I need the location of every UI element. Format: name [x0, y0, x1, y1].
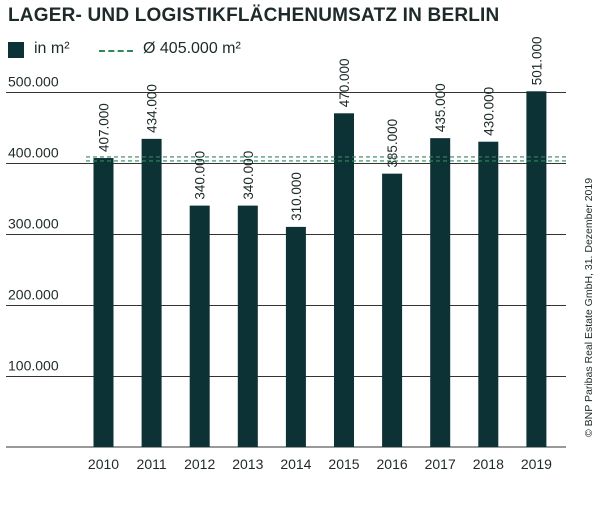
data-label: 430.000 — [481, 87, 496, 136]
y-tick-label: 300.000 — [8, 216, 59, 232]
data-label: 407.000 — [97, 103, 112, 152]
legend-average-line — [99, 50, 133, 52]
bar-2013 — [237, 205, 258, 447]
data-label: 340.000 — [241, 151, 256, 200]
data-label: 434.000 — [145, 84, 160, 133]
x-tick-label: 2019 — [521, 456, 552, 472]
bar-2016 — [382, 173, 403, 447]
y-tick-label: 500.000 — [8, 74, 59, 90]
legend-bar-swatch — [8, 42, 24, 58]
legend-average-label: Ø 405.000 m² — [143, 40, 241, 57]
x-tick-label: 2015 — [328, 456, 359, 472]
bar-2010 — [93, 158, 114, 447]
data-label: 385.000 — [385, 119, 400, 168]
copyright-note: © BNP Paribas Real Estate GmbH, 31. Deze… — [583, 177, 595, 437]
data-label: 470.000 — [337, 58, 352, 107]
x-tick-label: 2010 — [88, 456, 119, 472]
y-tick-label: 100.000 — [8, 358, 59, 374]
y-tick-label: 200.000 — [8, 287, 59, 303]
data-label: 501.000 — [529, 36, 544, 85]
legend-bar-label: in m² — [34, 40, 70, 57]
bar-2019 — [526, 91, 547, 447]
data-label: 310.000 — [289, 172, 304, 221]
y-tick-label: 400.000 — [8, 145, 59, 161]
x-tick-label: 2018 — [473, 456, 504, 472]
data-label: 340.000 — [193, 151, 208, 200]
x-tick-label: 2016 — [377, 456, 408, 472]
chart-title: LAGER- UND LOGISTIKFLÄCHENUMSATZ IN BERL… — [8, 5, 500, 26]
bar-2018 — [478, 141, 499, 447]
bar-2017 — [430, 138, 451, 447]
bar-2012 — [189, 205, 210, 447]
data-label: 435.000 — [433, 83, 448, 132]
x-tick-label: 2014 — [280, 456, 311, 472]
x-tick-label: 2013 — [232, 456, 263, 472]
bar-2011 — [141, 138, 162, 448]
bar-2014 — [285, 226, 306, 447]
x-tick-label: 2012 — [184, 456, 215, 472]
x-tick-label: 2017 — [425, 456, 456, 472]
x-tick-label: 2011 — [137, 456, 167, 472]
bar-2015 — [334, 113, 354, 448]
